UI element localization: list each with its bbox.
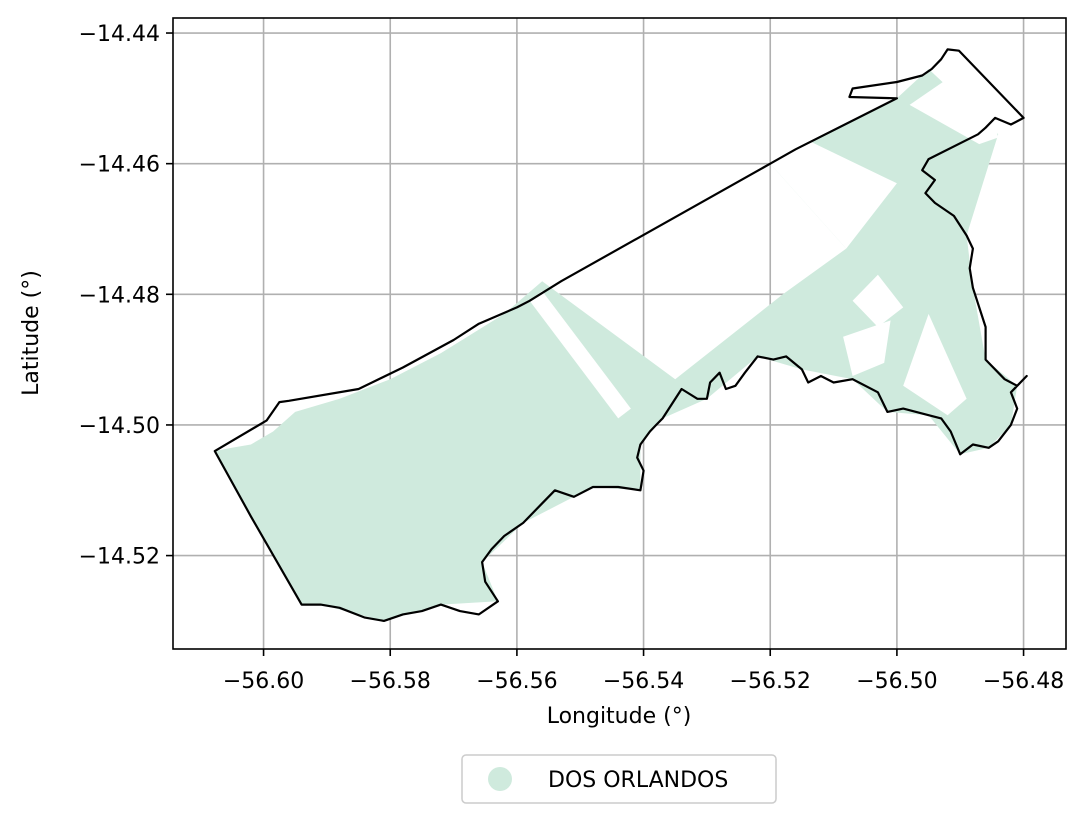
y-tick-label: −14.44 xyxy=(79,22,160,47)
x-tick-label: −56.56 xyxy=(476,669,557,694)
region-gap xyxy=(770,137,897,249)
legend-frame xyxy=(461,754,777,804)
y-ticks: −14.44 −14.46 −14.48 −14.50 −14.52 xyxy=(79,22,173,570)
region-gap xyxy=(903,313,967,416)
x-axis-label: Longitude (°) xyxy=(547,704,692,729)
region-gap xyxy=(529,291,631,419)
legend-label: DOS ORLANDOS xyxy=(548,768,728,793)
legend-marker-icon xyxy=(488,767,512,791)
x-tick-label: −56.58 xyxy=(350,669,431,694)
boundary-outline xyxy=(213,48,1028,622)
region-gap xyxy=(843,320,891,376)
y-tick-label: −14.52 xyxy=(79,545,160,570)
y-tick-label: −14.46 xyxy=(79,153,160,178)
x-tick-label: −56.52 xyxy=(730,669,811,694)
x-tick-label: −56.48 xyxy=(983,669,1064,694)
y-axis-label: Latitude (°) xyxy=(19,270,44,396)
x-tick-label: −56.50 xyxy=(856,669,937,694)
y-tick-label: −14.48 xyxy=(79,283,160,308)
axes-frame xyxy=(172,17,1067,650)
x-tick-label: −56.60 xyxy=(223,669,304,694)
y-tick-label: −14.50 xyxy=(79,414,160,439)
region-gap xyxy=(909,46,999,145)
x-ticks: −56.60 −56.58 −56.56 −56.54 −56.52 −56.50 −56.… xyxy=(223,649,1064,694)
legend: DOS ORLANDOS xyxy=(461,754,777,804)
region-outline xyxy=(213,48,1028,622)
x-tick-label: −56.54 xyxy=(603,669,684,694)
region-gaps xyxy=(529,46,999,419)
region-gap xyxy=(852,274,904,327)
